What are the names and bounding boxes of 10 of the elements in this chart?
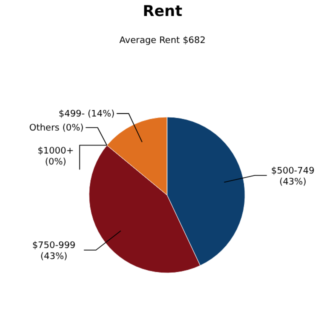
category-label: Others (0%) <box>29 124 84 134</box>
category-label: $1000+ <box>38 146 74 157</box>
data-label: (43%) <box>40 252 68 262</box>
slice-label: $500-749 <box>271 166 315 176</box>
chart-subtitle: Average Rent $682 <box>118 36 207 46</box>
slice-label: $499- (14%) <box>58 110 115 120</box>
slice-label: $750-999 <box>32 241 76 252</box>
data-label: (43%) <box>279 177 306 188</box>
text: (0%) <box>45 158 66 168</box>
chart-title: Rent <box>142 2 184 20</box>
